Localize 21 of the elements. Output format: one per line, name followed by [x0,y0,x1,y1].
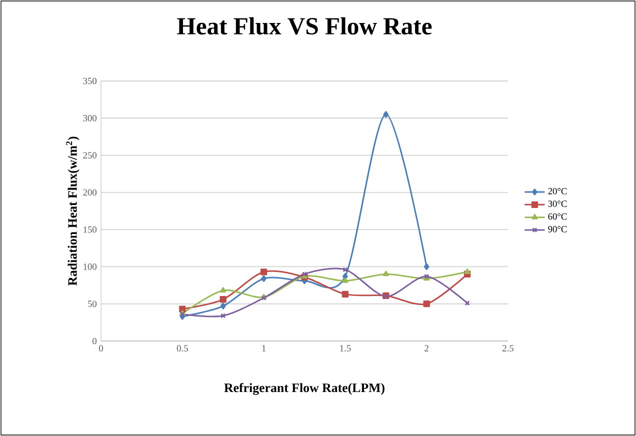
y-axis-title: Radiation Heat Flux(w/m$^{2}$) [66,136,80,286]
legend-label: 60°C [548,213,567,220]
y-tick-label: 50 [88,300,97,308]
x-tick-label: 1 [262,345,266,352]
y-tick-label: 150 [84,226,97,233]
legend-label: 20°C [548,188,567,194]
y-tick-label: 0 [92,338,97,344]
y-tick-label: 100 [84,264,97,270]
y-tick-label: 300 [83,114,97,122]
y-tick-label: 250 [83,152,97,158]
y-tick-label: 200 [83,189,97,196]
x-tick-label: 2.5 [502,345,514,352]
x-axis-title: Refrigerant Flow Rate(LPM) [224,382,384,395]
x-tick-label: 1.5 [340,345,351,352]
x-tick-label: 0.5 [176,345,188,352]
legend-label: 30°C [548,200,567,207]
x-tick-label: 0 [99,345,103,352]
legend-label: 90°C [548,226,567,232]
chart-title: Heat Flux VS Flow Rate [177,17,432,35]
x-tick-label: 2 [424,345,428,352]
y-tick-label: 350 [83,78,97,84]
